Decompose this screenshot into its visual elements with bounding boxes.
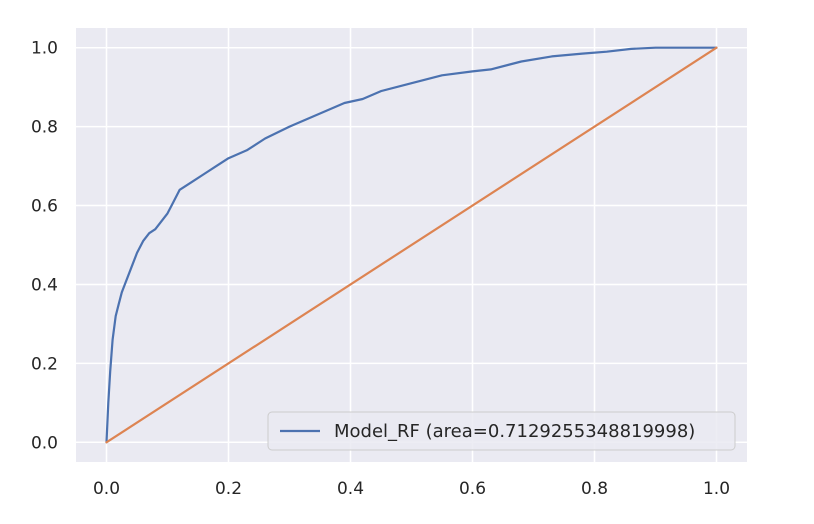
roc-curve-line — [105, 46, 718, 444]
legend-box — [267, 411, 736, 451]
diagonal-reference-line — [105, 46, 718, 444]
x-tick-label: 0.2 — [215, 479, 242, 499]
y-tick-label: 0.8 — [31, 118, 58, 138]
y-tick-label: 0.6 — [31, 197, 58, 217]
x-tick-label: 0.8 — [581, 479, 608, 499]
x-tick-label: 0.4 — [337, 479, 364, 499]
legend-label: Model_RF (area=0.7129255348819998) — [334, 421, 695, 442]
x-tick-label: 1.0 — [703, 479, 730, 499]
y-tick-label: 1.0 — [31, 39, 58, 59]
x-tick-label: 0.0 — [93, 479, 120, 499]
y-tick-label: 0.0 — [31, 433, 58, 453]
y-tick-label: 0.2 — [31, 354, 58, 374]
x-tick-label: 0.6 — [459, 479, 486, 499]
y-tick-label: 0.4 — [31, 275, 58, 295]
